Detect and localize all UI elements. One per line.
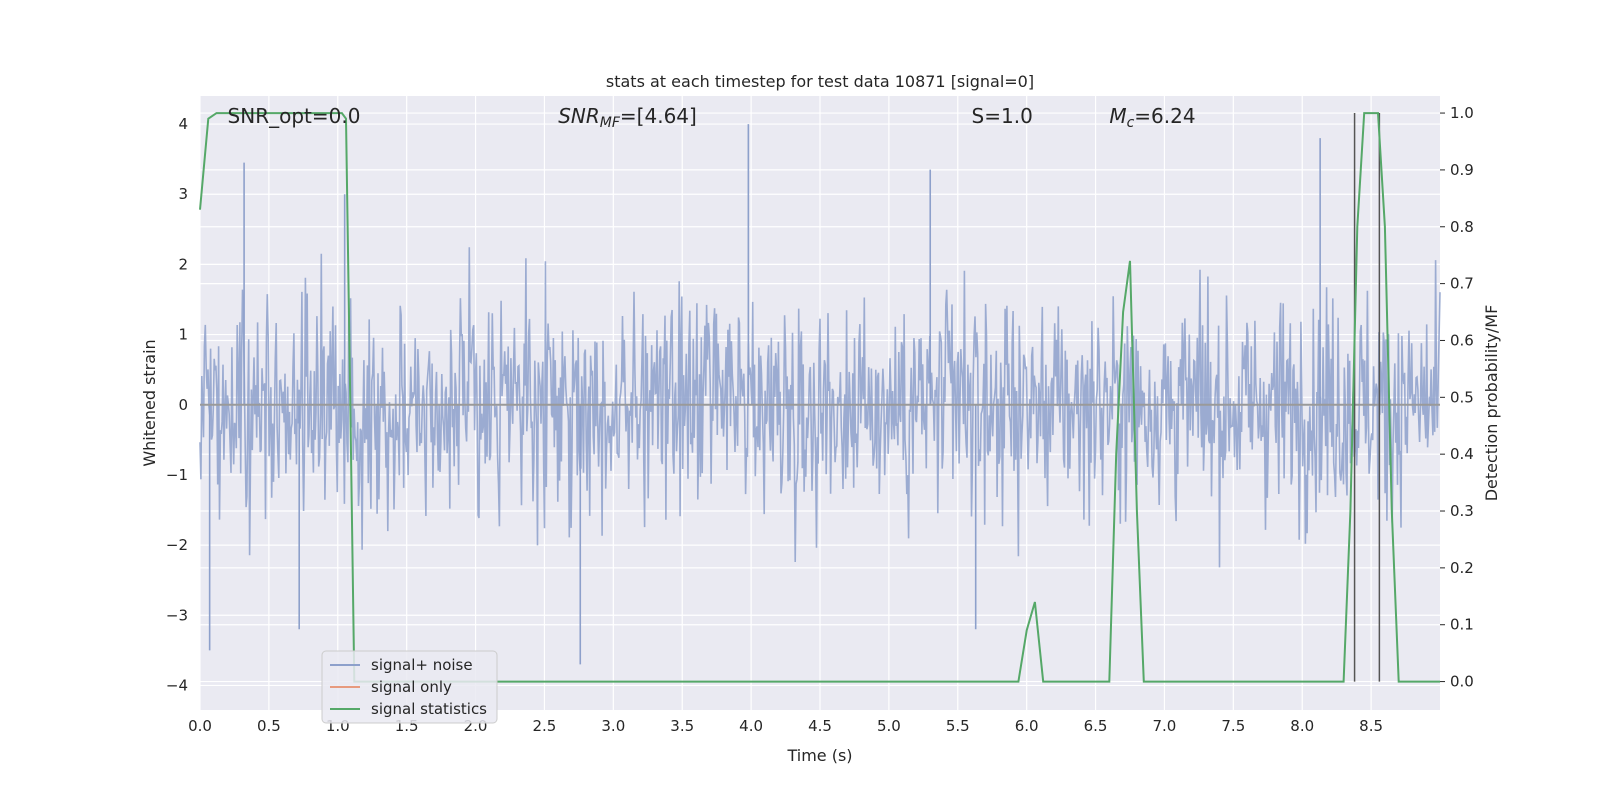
y-tick-label: 3: [178, 185, 188, 203]
legend-box: [321, 650, 498, 724]
x-tick-labels: 0.0 0.5 1.0 1.5 2.0 2.5 3.0 3.5 4.0 4.5 5.0 5.5 6.0 6…: [188, 717, 1383, 735]
x-tick-label: 4.0: [739, 717, 763, 735]
y2-tick-label: 0.9: [1450, 161, 1474, 179]
noise-series-line: [199, 247, 1441, 568]
x-tick-label: 3.0: [601, 717, 625, 735]
y2-tick-label: 0.2: [1450, 559, 1474, 577]
y-tick-label: −1: [166, 466, 188, 484]
x-tick-label: 7.5: [1221, 717, 1245, 735]
chart-title: stats at each timestep for test data 108…: [606, 72, 1034, 91]
y2-tick-label: 0.3: [1450, 502, 1474, 520]
y2-tick-label: 1.0: [1450, 104, 1474, 122]
series-layer: [199, 112, 1440, 683]
y-tick-label: 4: [178, 115, 188, 133]
x-tick-label: 4.5: [808, 717, 832, 735]
y2-tick-label: 0.1: [1450, 616, 1474, 634]
y2-tick-label: 0.6: [1450, 331, 1474, 349]
annotation-text: Mc=6.24: [1109, 104, 1195, 131]
x-tick-label: 0.5: [257, 717, 281, 735]
annotation-text: SNR_opt=0.0: [228, 104, 361, 128]
x-tick-label: 0.0: [188, 717, 212, 735]
y-tick-label: 0: [178, 396, 188, 414]
noise-trace: [199, 124, 1441, 665]
x-tick-label: 7.0: [1153, 717, 1177, 735]
y2-tick-label: 0.4: [1450, 445, 1474, 463]
annotation-text: S=1.0: [972, 104, 1033, 128]
x-tick-label: 6.5: [1084, 717, 1108, 735]
annotation-text: SNRMF=[4.64]: [558, 104, 697, 131]
y2-tick-label: 0.7: [1450, 275, 1474, 293]
x-tick-label: 6.0: [1015, 717, 1039, 735]
legend-label: signal+ noise: [371, 656, 473, 674]
x-tick-label: 5.5: [946, 717, 970, 735]
y-tick-label: −4: [166, 676, 188, 694]
y2-tick-label: 0.0: [1450, 673, 1474, 691]
y-axis-label: Whitened strain: [140, 339, 159, 466]
legend-label: signal only: [371, 678, 452, 696]
x-tick-label: 8.0: [1290, 717, 1314, 735]
y-tick-label: −2: [166, 536, 188, 554]
legend-label: signal statistics: [371, 700, 487, 718]
x-tick-label: 8.5: [1359, 717, 1383, 735]
annotations: SNR_opt=0.0 SNRMF=[4.64] S=1.0 Mc=6.24: [228, 104, 1196, 131]
y2-axis-label: Detection probability/MF: [1482, 305, 1501, 502]
y-tick-label: 2: [178, 255, 188, 273]
y-tick-label: −3: [166, 606, 188, 624]
y2-tick-labels: 0.0 0.1 0.2 0.3 0.4 0.5 0.6 0.7 0.8 0.9 1.0: [1440, 104, 1474, 691]
y2-tick-label: 0.5: [1450, 388, 1474, 406]
x-axis-label: Time (s): [786, 746, 852, 765]
y2-tick-label: 0.8: [1450, 218, 1474, 236]
signal-statistics-line: [199, 112, 1440, 683]
y-tick-labels: −4 −3 −2 −1 0 1 2 3 4: [166, 115, 188, 694]
x-tick-label: 2.5: [533, 717, 557, 735]
x-tick-label: 5.0: [877, 717, 901, 735]
x-tick-label: 3.5: [670, 717, 694, 735]
y-tick-label: 1: [178, 326, 188, 344]
legend: signal+ noise signal only signal statistic…: [321, 650, 498, 724]
